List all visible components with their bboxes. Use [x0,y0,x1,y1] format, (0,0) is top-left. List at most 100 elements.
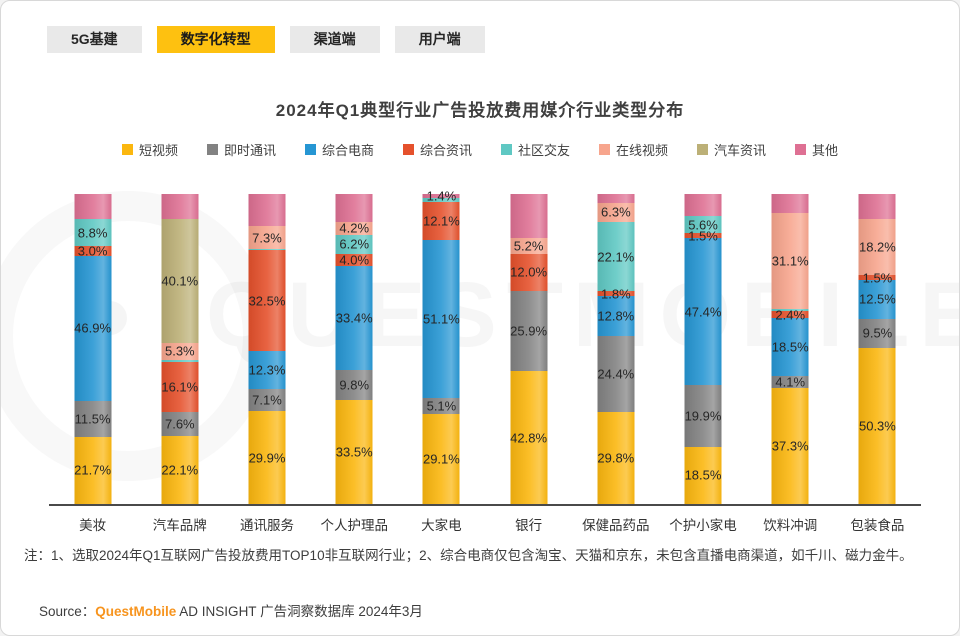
x-axis-label-美妆: 美妆 [79,518,107,533]
x-axis-label-银行: 银行 [515,518,543,533]
bar-segment-综合资讯: 1.8% [597,287,635,300]
segment-value-label: 32.5% [248,293,286,309]
segment-value-label: 6.2% [339,236,370,252]
bar-segment-短视频: 33.5% [335,400,373,504]
bar-segment-综合资讯: 4.0% [335,254,373,267]
segment-value-label: 8.8% [77,225,108,241]
stacked-bar-plot: 21.7% 11.5% 46.9% 3.0% 8.8% 22.1% 7.6% 16.1% 5.3… [49,190,921,504]
segment-value-label: 18.2% [858,239,896,255]
bar-segment-短视频: 42.8% [510,371,548,504]
tab-bar: 5G基建 数字化转型 渠道端 用户端 [47,26,485,53]
bar-segment-短视频: 50.3% [858,348,896,504]
bar-segment-社区交友 [248,248,286,251]
stacked-bar-汽车品牌: 22.1% 7.6% 16.1% 5.3% 40.1% [161,194,199,504]
bar-segment-在线视频: 7.3% [248,226,286,249]
segment-value-label: 47.4% [684,304,722,319]
stacked-bar-个护小家电: 18.5% 19.9% 47.4% 1.5% 5.6% [684,194,722,504]
legend-item-综合资讯: 综合资讯 [402,140,472,159]
bar-segment-综合电商: 18.5% [771,318,809,376]
bar-segment-其他 [684,194,722,217]
stacked-bar-保健品药品: 29.8% 24.4% 12.8% 1.8% 22.1% 6.3% [597,194,635,504]
segment-value-label: 29.1% [422,451,460,467]
bar-segment-即时通讯: 24.4% [597,336,635,412]
x-axis-label-个护小家电: 个护小家电 [669,518,737,533]
segment-value-label: 29.8% [597,450,635,466]
segment-value-label: 21.7% [74,462,112,478]
bar-column-汽车品牌: 22.1% 7.6% 16.1% 5.3% 40.1% [136,194,223,504]
legend-item-社区交友: 社区交友 [501,140,570,159]
segment-value-label: 7.6% [164,416,195,432]
segment-value-label: 33.5% [335,444,373,460]
segment-value-label: 5.1% [426,398,457,414]
bar-segment-其他 [771,194,809,213]
bar-segment-在线视频: 6.3% [597,202,635,223]
bar-segment-其他 [335,194,373,222]
bar-segment-综合电商: 47.4% [684,238,722,385]
segment-value-label: 12.1% [422,213,460,229]
bar-segment-短视频: 29.8% [597,411,635,504]
segment-value-label: 7.1% [252,392,282,408]
bar-segment-即时通讯: 7.6% [161,411,199,436]
bar-segment-即时通讯: 25.9% [510,291,548,372]
bar-segment-综合资讯: 12.0% [510,253,548,292]
bar-segment-社区交友 [422,198,460,203]
legend-swatch-icon [501,144,512,155]
x-axis-label-大家电: 大家电 [421,518,462,533]
segment-value-label: 50.3% [858,418,896,434]
segment-value-label: 9.5% [862,325,893,341]
bar-segment-其他 [74,194,112,220]
bar-segment-其他 [248,194,286,227]
segment-value-label: 25.9% [510,323,548,339]
bar-segment-综合电商: 12.8% [597,296,635,336]
segment-value-label: 12.5% [858,291,896,307]
source-suffix: AD INSIGHT 广告洞察数据库 2024年3月 [176,604,423,619]
x-axis-label-通讯服务: 通讯服务 [240,518,294,533]
tab-用户端[interactable]: 用户端 [394,26,485,53]
segment-value-label: 22.1% [597,249,635,264]
legend-swatch-icon [599,144,611,155]
legend: 短视频 即时通讯 综合电商 综合资讯 社区交友 在线视频 汽车资讯 其他 [1,140,959,159]
bar-segment-在线视频: 18.2% [858,218,896,276]
x-axis-label-饮料冲调: 饮料冲调 [763,518,818,533]
bar-segment-即时通讯: 7.1% [248,389,286,412]
legend-swatch-icon [121,144,133,155]
legend-swatch-icon [304,144,316,155]
segment-value-label: 19.9% [684,408,722,424]
stacked-bar-美妆: 21.7% 11.5% 46.9% 3.0% 8.8% [74,194,112,504]
bar-segment-综合资讯: 1.5% [858,271,896,284]
legend-item-在线视频: 在线视频 [599,140,668,159]
segment-value-label: 3.0% [77,243,108,259]
segment-value-label: 2.4% [775,307,806,323]
tab-渠道端[interactable]: 渠道端 [289,26,380,53]
legend-item-即时通讯: 即时通讯 [206,140,276,159]
tab-5G基建[interactable]: 5G基建 [47,26,142,53]
bar-segment-短视频: 22.1% [161,435,199,504]
stacked-bar-银行: 42.8% 25.9% 12.0% 5.2% [510,194,548,504]
x-axis-label-包装食品: 包装食品 [850,518,905,533]
bar-column-通讯服务: 29.9% 7.1% 12.3% 32.5% 7.3% [223,194,310,504]
bar-segment-在线视频: 5.2% [510,237,548,254]
legend-label: 综合电商 [321,143,374,158]
bar-segment-社区交友: 8.8% [74,219,112,247]
bar-segment-即时通讯: 4.1% [771,376,809,389]
bar-segment-短视频: 29.1% [422,413,460,504]
legend-item-短视频: 短视频 [121,140,178,159]
bar-segment-社区交友 [161,359,199,363]
bar-column-银行: 42.8% 25.9% 12.0% 5.2% [485,194,572,504]
segment-value-label: 31.1% [771,253,809,269]
bar-segment-综合资讯: 2.4% [771,307,809,323]
legend-label: 其他 [812,143,839,158]
bar-column-包装食品: 50.3% 9.5% 12.5% 1.5% 18.2% [834,194,921,504]
tab-数字化转型[interactable]: 数字化转型 [156,26,275,53]
bar-segment-综合电商: 51.1% [422,239,460,398]
segment-value-label: 5.3% [164,343,195,359]
x-axis-line [49,504,921,506]
segment-value-label: 18.5% [771,339,809,355]
bar-segment-综合电商: 33.4% [335,266,373,370]
legend-label: 汽车资讯 [714,143,767,158]
bar-segment-社区交友: 6.2% [335,234,373,254]
bar-column-个人护理品: 33.5% 9.8% 33.4% 4.0% 6.2% 4.2% [311,194,398,504]
bar-segment-综合资讯: 1.5% [684,229,722,242]
segment-value-label: 1.4% [426,188,457,204]
